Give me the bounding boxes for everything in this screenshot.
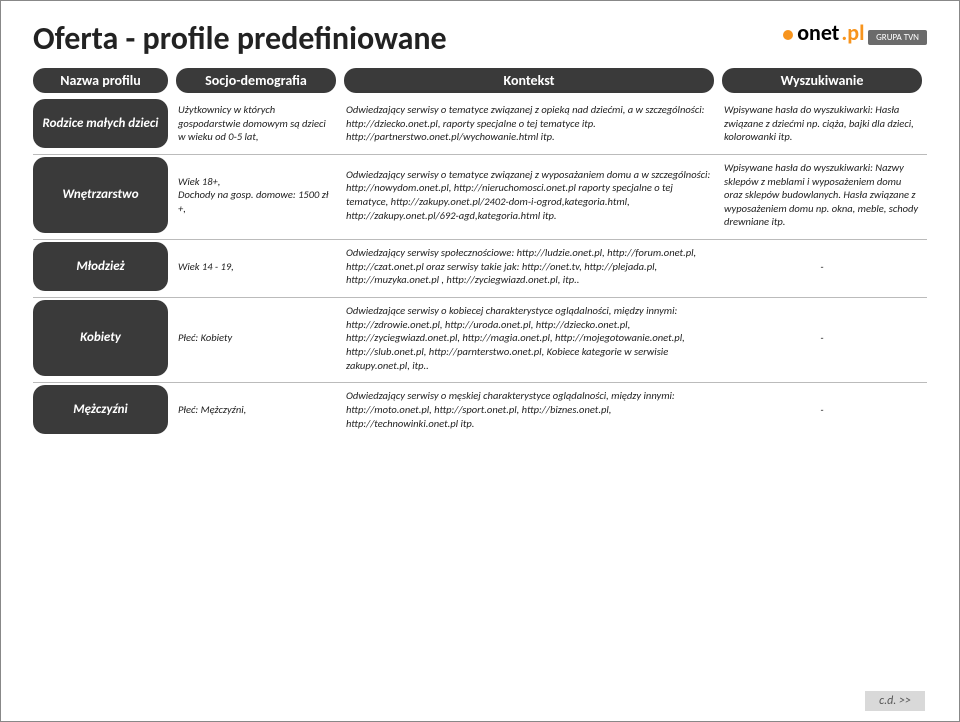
logo-text-main: onet	[797, 19, 839, 46]
col-search: Wyszukiwanie	[722, 68, 922, 93]
profile-label: Wnętrzarstwo	[33, 157, 168, 233]
socio-cell: Wiek 14 - 19,	[176, 242, 336, 291]
brand-logo: onet .pl	[781, 19, 864, 46]
context-cell: Odwiedzający serwisy o tematyce związane…	[344, 157, 714, 233]
footer-next: c.d. >>	[865, 691, 925, 711]
header-row: Oferta - profile predefiniowane onet .pl…	[33, 19, 927, 58]
search-cell: Wpisywane hasła do wyszukiwarki: Nazwy s…	[722, 157, 922, 233]
col-context: Kontekst	[344, 68, 714, 93]
socio-cell: Wiek 18+, Dochody na gosp. domowe: 1500 …	[176, 157, 336, 233]
slide: Oferta - profile predefiniowane onet .pl…	[1, 1, 959, 721]
table-row: MężczyźniPłeć: Mężczyźni,Odwiedzający se…	[33, 385, 927, 434]
table-row: WnętrzarstwoWiek 18+, Dochody na gosp. d…	[33, 157, 927, 233]
search-cell: -	[722, 385, 922, 434]
profile-label: Młodzież	[33, 242, 168, 291]
col-profile: Nazwa profilu	[33, 68, 168, 93]
context-cell: Odwiedzający serwisy o męskiej charakter…	[344, 385, 714, 434]
table-row: Rodzice małych dzieciUżytkownicy w który…	[33, 99, 927, 148]
row-divider	[33, 239, 927, 240]
row-divider	[33, 154, 927, 155]
socio-cell: Użytkownicy w których gospodarstwie domo…	[176, 99, 336, 148]
row-divider	[33, 382, 927, 383]
column-headers: Nazwa profilu Socjo-demografia Kontekst …	[33, 68, 927, 93]
search-cell: Wpisywane hasła do wyszukiwarki: Hasła z…	[722, 99, 922, 148]
table-body: Rodzice małych dzieciUżytkownicy w który…	[33, 99, 927, 434]
page-title: Oferta - profile predefiniowane	[33, 19, 447, 58]
logo-text-suffix: .pl	[841, 19, 864, 46]
context-cell: Odwiedzający serwisy społecznościowe: ht…	[344, 242, 714, 291]
context-cell: Odwiedzający serwisy o tematyce związane…	[344, 99, 714, 148]
profile-label: Rodzice małych dzieci	[33, 99, 168, 148]
search-cell: -	[722, 300, 922, 376]
col-socio: Socjo-demografia	[176, 68, 336, 93]
profile-label: Mężczyźni	[33, 385, 168, 434]
search-cell: -	[722, 242, 922, 291]
logo-dot-icon	[783, 30, 793, 40]
table-row: KobietyPłeć: KobietyOdwiedzające serwisy…	[33, 300, 927, 376]
profile-label: Kobiety	[33, 300, 168, 376]
logo-block: onet .pl GRUPA TVN	[781, 19, 927, 46]
table-row: MłodzieżWiek 14 - 19,Odwiedzający serwis…	[33, 242, 927, 291]
context-cell: Odwiedzające serwisy o kobiecej charakte…	[344, 300, 714, 376]
logo-subtitle: GRUPA TVN	[868, 30, 927, 45]
row-divider	[33, 297, 927, 298]
socio-cell: Płeć: Kobiety	[176, 300, 336, 376]
socio-cell: Płeć: Mężczyźni,	[176, 385, 336, 434]
